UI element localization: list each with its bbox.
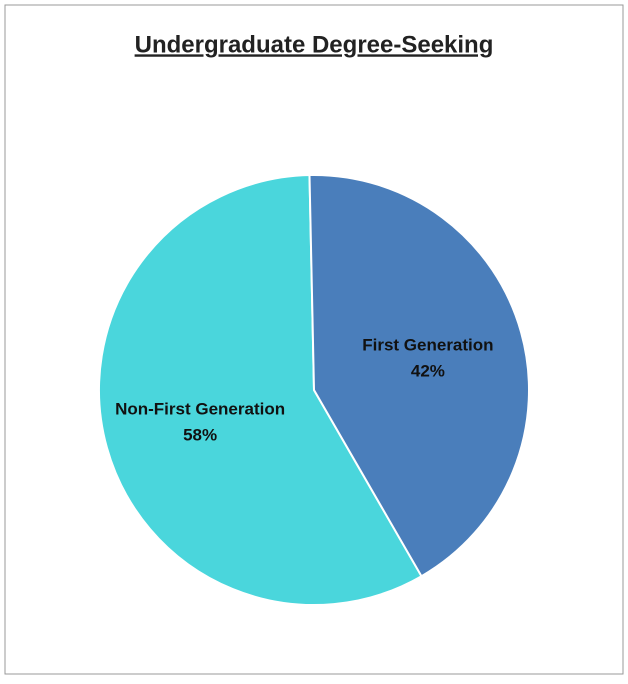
chart-title: Undergraduate Degree-Seeking <box>135 31 494 58</box>
slice-value-label: 58% <box>183 425 217 444</box>
slice-value-label: 42% <box>411 362 445 381</box>
pie-slice <box>98 174 423 606</box>
slice-label: First Generation <box>362 336 493 355</box>
pie-slice <box>308 174 530 578</box>
slice-label: Non-First Generation <box>115 399 285 418</box>
